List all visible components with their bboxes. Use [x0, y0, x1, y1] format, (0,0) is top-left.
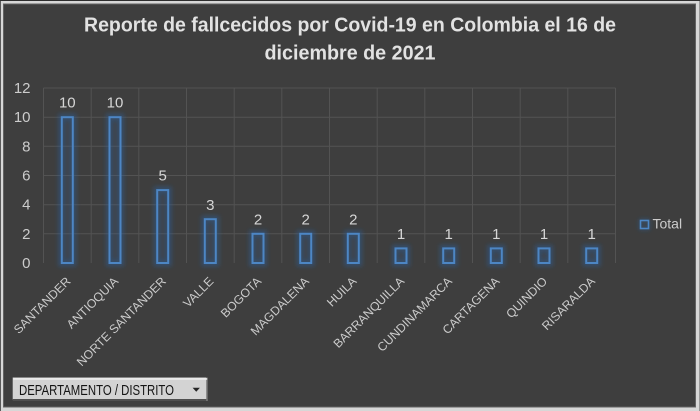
svg-text:2: 2: [254, 211, 262, 228]
svg-text:0: 0: [22, 255, 30, 272]
svg-text:1: 1: [445, 226, 453, 243]
svg-text:DEPARTAMENTO / DISTRITO: DEPARTAMENTO / DISTRITO: [19, 382, 174, 399]
svg-text:Total: Total: [653, 216, 683, 232]
svg-text:diciembre de 2021: diciembre de 2021: [265, 42, 436, 65]
svg-text:1: 1: [540, 226, 548, 243]
svg-text:3: 3: [206, 197, 214, 214]
svg-text:4: 4: [22, 197, 30, 214]
svg-text:Reporte de fallcecidos por Cov: Reporte de fallcecidos por Covid-19 en C…: [84, 14, 616, 37]
svg-text:10: 10: [14, 109, 31, 126]
svg-text:12: 12: [14, 80, 31, 97]
svg-text:6: 6: [22, 168, 30, 185]
svg-text:1: 1: [588, 226, 596, 243]
svg-text:1: 1: [492, 226, 500, 243]
svg-text:2: 2: [22, 226, 30, 243]
svg-text:10: 10: [59, 95, 76, 112]
svg-text:1: 1: [397, 226, 405, 243]
svg-text:10: 10: [107, 95, 124, 112]
svg-text:2: 2: [349, 211, 357, 228]
svg-text:2: 2: [302, 211, 310, 228]
svg-text:8: 8: [22, 138, 30, 155]
svg-text:5: 5: [159, 168, 167, 185]
